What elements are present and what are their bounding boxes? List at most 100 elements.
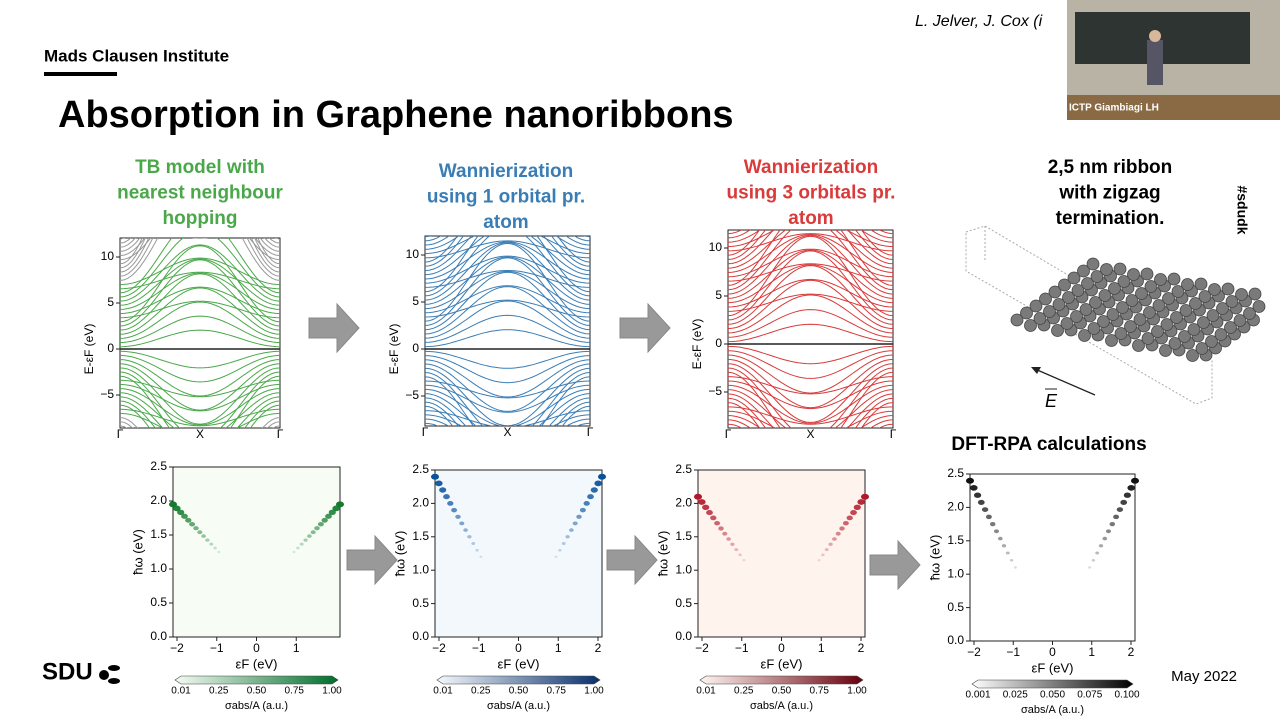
atom (1195, 342, 1209, 355)
y-tick-label: 0.0 (947, 633, 964, 647)
y-tick-label: 5 (412, 294, 419, 308)
absorption-spot (569, 528, 574, 532)
atom (1081, 277, 1094, 290)
absorption-spot (730, 542, 735, 546)
atom (1162, 292, 1175, 305)
atom (1167, 272, 1181, 286)
atom (1067, 271, 1081, 285)
band (728, 249, 893, 299)
band (425, 240, 590, 259)
atom (1098, 289, 1112, 302)
band (728, 250, 893, 321)
y-tick-label: 0.0 (150, 629, 167, 643)
absorption-spot (583, 501, 590, 506)
colorbar-tick-label: 0.50 (772, 686, 792, 697)
y-axis-label: ħω (eV) (927, 535, 942, 581)
y-tick-label: 10 (406, 247, 420, 261)
band-plot: 10 5 0 −5 Γ X Γ E-εF (eV) (387, 235, 594, 439)
band (425, 256, 590, 305)
band (425, 410, 590, 426)
absorption-spot (439, 487, 447, 493)
atom (1089, 296, 1102, 309)
band (425, 236, 590, 250)
absorption-spot (173, 505, 181, 512)
heatmap-bg (969, 473, 1136, 642)
ribbon-box (965, 225, 1213, 405)
absorption-spot (447, 501, 454, 506)
y-tick-label: 1.0 (675, 562, 692, 576)
y-tick-label: 10 (709, 240, 723, 254)
band (425, 285, 590, 314)
absorption-spot (455, 514, 461, 519)
absorption-spot (1095, 551, 1100, 555)
x-tick-label: −2 (432, 641, 446, 655)
absorption-spot (177, 509, 185, 515)
colorbar-tick-label: 0.075 (1077, 690, 1102, 701)
atom (1106, 308, 1120, 321)
absorption-spot (201, 534, 206, 538)
atom (1058, 278, 1071, 292)
y-tick-label: 0.0 (412, 629, 429, 643)
atom (1225, 295, 1239, 308)
column-title: Wannierization (744, 157, 878, 178)
absorption-spot (718, 526, 724, 531)
absorption-spot (846, 515, 853, 521)
band (728, 371, 893, 428)
column-title: atom (483, 212, 528, 233)
absorption-spot (479, 555, 483, 558)
atom (1124, 320, 1137, 333)
atom (1070, 310, 1083, 323)
y-tick-label: 2.5 (947, 466, 964, 480)
colorbar (699, 675, 864, 685)
absorption-spot (314, 526, 320, 531)
band (728, 402, 893, 428)
absorption-spot (1116, 507, 1124, 512)
absorption-spot (292, 550, 296, 554)
absorption-spot (1001, 544, 1007, 548)
arrow (346, 534, 398, 586)
x-tick-label: −2 (695, 641, 709, 655)
absorption-spot (985, 514, 992, 520)
band (728, 294, 893, 334)
absorption-spot (443, 494, 450, 500)
atom (1087, 322, 1101, 335)
band (425, 393, 590, 426)
band (728, 293, 893, 312)
x-tick-label: X (503, 425, 511, 439)
colorbar-tick-label: 0.75 (285, 686, 305, 697)
colorbar-label: σabs/A (a.u.) (750, 700, 813, 712)
band (120, 301, 280, 339)
column-title: nearest neighbour (117, 183, 283, 204)
y-tick-label: 0.5 (412, 596, 429, 610)
absorption-spot (706, 510, 713, 516)
x-tick-label: −1 (735, 641, 749, 655)
y-tick-label: 0.5 (947, 600, 964, 614)
atom (1020, 306, 1033, 320)
absorption-spot (303, 538, 308, 542)
absorption-spot (1120, 499, 1128, 505)
x-tick-label: Γ (725, 427, 732, 441)
atom (1233, 314, 1247, 327)
band (425, 363, 590, 412)
band (728, 363, 893, 423)
absorption-spot (1005, 551, 1010, 555)
y-tick-label: 2.0 (150, 493, 167, 507)
absorption-spot (966, 477, 974, 484)
atom (1024, 319, 1037, 332)
colorbar-tick-label: 0.050 (1040, 690, 1065, 701)
absorption-spot (554, 555, 558, 558)
atom (1033, 312, 1047, 325)
colorbar (436, 675, 601, 685)
band (120, 392, 280, 428)
band (120, 272, 280, 310)
atom (1171, 285, 1185, 298)
atom (1090, 270, 1104, 283)
absorption-spot (861, 493, 869, 500)
underline (44, 72, 117, 76)
band (728, 265, 893, 325)
atom (1029, 299, 1043, 313)
band (425, 372, 590, 426)
absorption-spot (742, 559, 746, 562)
absorption-spot (296, 546, 300, 550)
